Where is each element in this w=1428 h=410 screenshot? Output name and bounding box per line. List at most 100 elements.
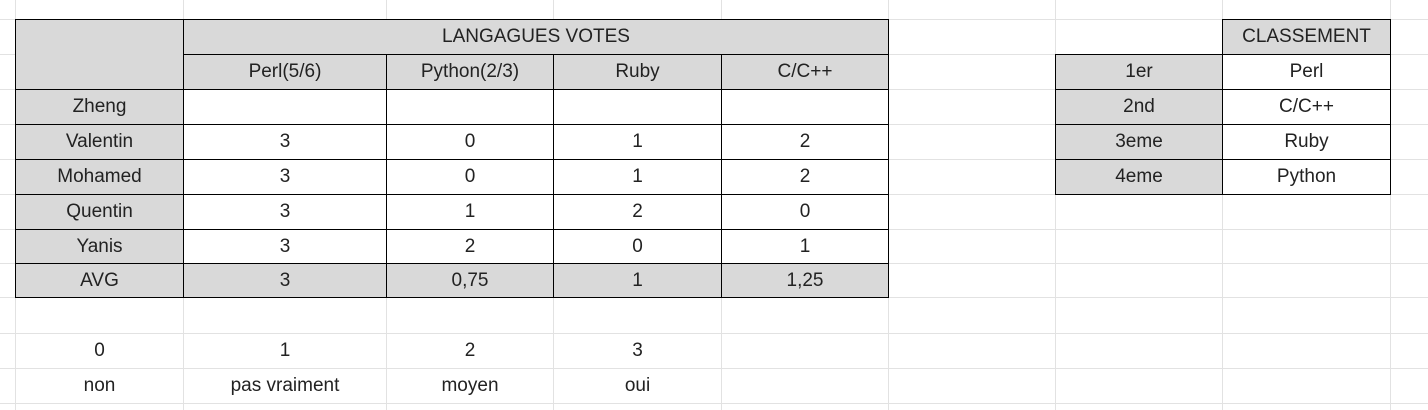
vote-cell[interactable]: [721, 89, 889, 125]
vote-cell[interactable]: 0: [721, 194, 889, 230]
avg-value[interactable]: 1,25: [721, 263, 889, 298]
rank-language-text: Perl: [1289, 61, 1324, 82]
vote-cell-text: 1: [464, 201, 476, 222]
avg-value-text: 1,25: [786, 269, 824, 291]
rank-language[interactable]: Ruby: [1222, 124, 1391, 160]
vote-cell-text: 3: [279, 235, 291, 257]
rank-language-text: Python: [1276, 166, 1337, 187]
language-header[interactable]: Perl(5/6): [183, 54, 387, 90]
vote-cell[interactable]: 2: [386, 229, 554, 264]
rank-language-text: Ruby: [1284, 131, 1329, 152]
scale-number[interactable]: 3: [553, 333, 722, 369]
scale-number-text: 1: [279, 340, 291, 361]
voter-name-text: Quentin: [66, 201, 133, 222]
language-header-text: Perl(5/6): [248, 61, 322, 82]
scale-label-text: pas vraiment: [230, 375, 340, 396]
scale-label[interactable]: oui: [553, 368, 722, 404]
scale-number-text: 0: [94, 340, 105, 361]
scale-label[interactable]: non: [15, 368, 184, 404]
vote-cell[interactable]: 1: [386, 194, 554, 230]
vote-cell[interactable]: 0: [386, 159, 554, 195]
voter-name-text: Valentin: [65, 131, 134, 152]
rank-language[interactable]: Perl: [1222, 54, 1391, 90]
voter-name[interactable]: Mohamed: [15, 159, 184, 195]
avg-label-text: AVG: [80, 269, 119, 291]
avg-value-text: 0,75: [451, 269, 489, 291]
rank-place[interactable]: 3eme: [1055, 124, 1223, 160]
scale-label[interactable]: moyen: [386, 368, 554, 404]
rank-place[interactable]: 1er: [1055, 54, 1223, 90]
vote-cell[interactable]: 2: [553, 194, 722, 230]
gridline: [0, 333, 1428, 334]
rank-place-text: 2nd: [1123, 96, 1155, 117]
vote-cell-text: 1: [632, 131, 643, 152]
avg-value[interactable]: 1: [553, 263, 722, 298]
scale-number-text: 3: [632, 340, 643, 361]
scale-number[interactable]: 2: [386, 333, 554, 369]
language-header-text: Python(2/3): [420, 61, 520, 82]
vote-cell[interactable]: 3: [183, 229, 387, 264]
vote-cell[interactable]: 1: [553, 159, 722, 195]
scale-label-text: moyen: [441, 375, 499, 396]
scale-number[interactable]: 1: [183, 333, 387, 369]
vote-cell-text: 0: [464, 166, 476, 187]
avg-value[interactable]: 3: [183, 263, 387, 298]
voter-name-text: Mohamed: [57, 166, 142, 187]
language-header[interactable]: Python(2/3): [386, 54, 554, 90]
scale-number-text: 2: [464, 340, 476, 361]
language-header[interactable]: C/C++: [721, 54, 889, 90]
avg-value-text: 1: [632, 269, 643, 291]
rank-place[interactable]: 2nd: [1055, 89, 1223, 125]
language-header[interactable]: Ruby: [553, 54, 722, 90]
voter-name[interactable]: Yanis: [15, 229, 184, 264]
gridline: [0, 403, 1428, 404]
vote-cell[interactable]: 3: [183, 124, 387, 160]
rank-language[interactable]: C/C++: [1222, 89, 1391, 125]
vote-cell[interactable]: 1: [553, 124, 722, 160]
rank-place-text: 4eme: [1115, 166, 1163, 187]
rank-place-text: 3eme: [1115, 131, 1163, 152]
gridline: [1390, 0, 1391, 410]
vote-cell-text: 1: [632, 166, 643, 187]
rank-place[interactable]: 4eme: [1055, 159, 1223, 195]
vote-cell[interactable]: 3: [183, 159, 387, 195]
language-header-text: C/C++: [777, 61, 833, 82]
voter-name[interactable]: Valentin: [15, 124, 184, 160]
scale-number[interactable]: 0: [15, 333, 184, 369]
vote-cell[interactable]: [183, 89, 387, 125]
vote-cell[interactable]: 3: [183, 194, 387, 230]
corner-cell[interactable]: [15, 19, 184, 90]
group-header[interactable]: LANGAGUES VOTES: [183, 19, 889, 55]
vote-cell[interactable]: 0: [386, 124, 554, 160]
vote-cell-text: 0: [632, 235, 643, 257]
avg-value[interactable]: 0,75: [386, 263, 554, 298]
vote-cell[interactable]: 2: [721, 159, 889, 195]
rank-language[interactable]: Python: [1222, 159, 1391, 195]
vote-cell-text: 2: [632, 201, 643, 222]
scale-label[interactable]: pas vraiment: [183, 368, 387, 404]
language-header-text: Ruby: [615, 61, 660, 82]
scale-label-text: oui: [624, 375, 651, 396]
rank-place-text: 1er: [1125, 61, 1153, 82]
vote-cell-text: 0: [799, 201, 811, 222]
vote-cell[interactable]: [386, 89, 554, 125]
vote-cell-text: 0: [464, 131, 476, 152]
vote-cell-text: 3: [279, 201, 291, 222]
vote-cell[interactable]: [553, 89, 722, 125]
group-header-text: LANGAGUES VOTES: [442, 26, 630, 47]
vote-cell-text: 3: [279, 166, 291, 187]
voter-name[interactable]: Quentin: [15, 194, 184, 230]
vote-cell-text: 2: [464, 235, 476, 257]
gridline: [0, 368, 1428, 369]
vote-cell[interactable]: 0: [553, 229, 722, 264]
voter-name[interactable]: Zheng: [15, 89, 184, 125]
ranking-header[interactable]: CLASSEMENT: [1222, 19, 1391, 55]
avg-label[interactable]: AVG: [15, 263, 184, 298]
ranking-header-text: CLASSEMENT: [1242, 26, 1371, 47]
vote-cell-text: 2: [799, 131, 811, 152]
vote-cell[interactable]: 2: [721, 124, 889, 160]
voter-name-text: Yanis: [76, 235, 123, 257]
vote-cell[interactable]: 1: [721, 229, 889, 264]
avg-value-text: 3: [279, 269, 291, 291]
